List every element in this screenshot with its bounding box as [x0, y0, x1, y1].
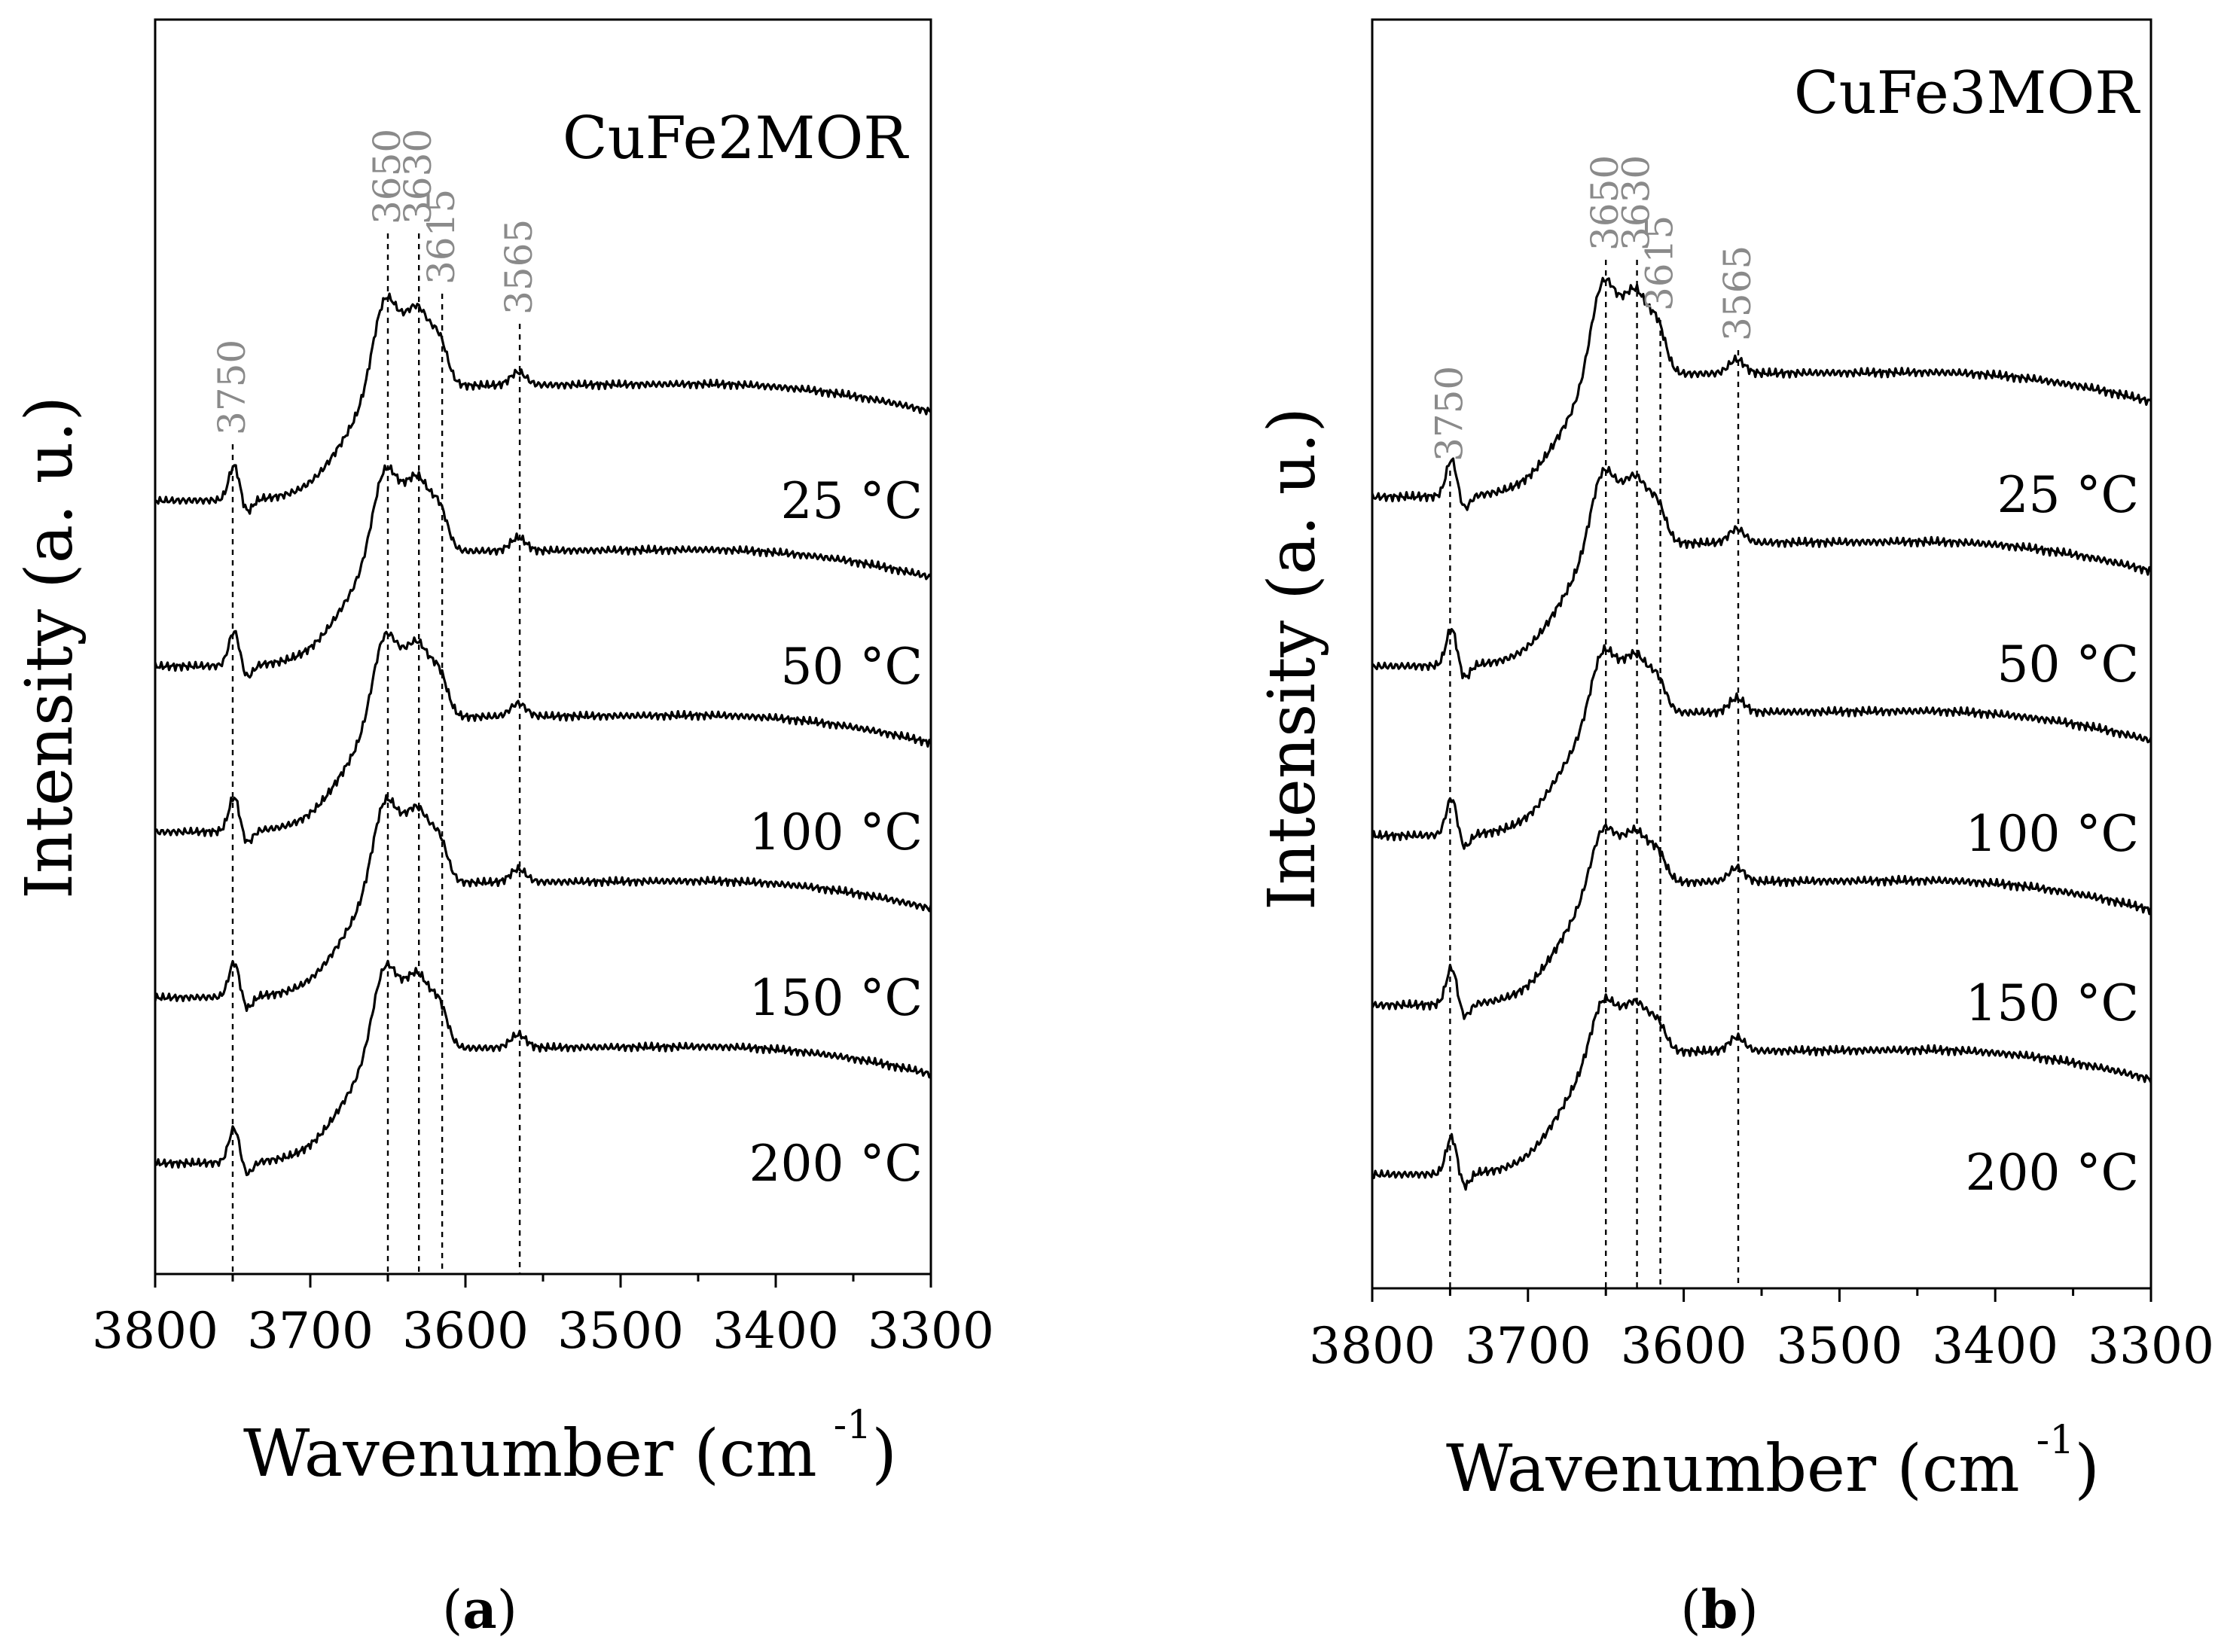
panel-b-series-labels: 25 °C 50 °C 100 °C 150 °C 200 °C	[1966, 466, 2139, 1202]
x-tick-label: 3500	[1776, 1317, 1902, 1375]
panel-a-x-ticks	[154, 1274, 932, 1288]
series-label: 200 °C	[1966, 1144, 2139, 1202]
spectrum-line	[154, 630, 932, 844]
series-label: 25 °C	[1997, 466, 2139, 524]
series-label: 50 °C	[1997, 636, 2139, 693]
panel-b-x-ticks	[1371, 1288, 2152, 1302]
panel-b-title: CuFe3MOR	[1794, 59, 2140, 127]
x-tick-label: 3400	[1932, 1317, 2058, 1375]
spectrum-line	[1371, 993, 2152, 1191]
peak-label: 3750	[210, 340, 254, 435]
x-tick-label: 3300	[868, 1302, 994, 1360]
x-tick-label: 3500	[557, 1302, 684, 1360]
x-tick-label: 3600	[1621, 1317, 1747, 1375]
panel-a-x-axis-title-exponent: -1	[834, 1403, 872, 1448]
spectrum-line	[154, 464, 932, 679]
panel-a-x-axis-title-main: Wavenumber (cm	[243, 1416, 817, 1492]
peak-label: 3565	[1716, 245, 1759, 341]
panel-a-x-axis-title: Wavenumber (cm -1)	[243, 1403, 897, 1492]
panel-b-x-tick-labels: 3800 3700 3600 3500 3400 3300	[1309, 1317, 2214, 1375]
spectrum-line	[1371, 465, 2152, 680]
panel-b-y-axis-title: Intensity (a. u.)	[1255, 407, 1330, 910]
series-label: 200 °C	[749, 1135, 923, 1193]
panel-a-peak-lines	[231, 233, 521, 1274]
peak-label: 3615	[1638, 215, 1682, 311]
spectrum-line	[1371, 276, 2152, 511]
panel-b-x-axis-title-close: )	[2074, 1431, 2100, 1507]
panel-a-label-letter: a	[462, 1578, 496, 1641]
series-label: 150 °C	[1966, 974, 2139, 1032]
peak-label: 3615	[419, 189, 463, 285]
spectrum-line	[1371, 644, 2152, 850]
panel-a-y-axis-title: Intensity (a. u.)	[12, 396, 87, 899]
series-label: 50 °C	[781, 638, 923, 696]
panel-b-spectra	[1371, 276, 2152, 1191]
panel-b: 3800 3700 3600 3500 3400 3300 3750 36503630361…	[1255, 18, 2214, 1641]
peak-label: 3650	[365, 129, 409, 224]
series-label: 25 °C	[781, 472, 923, 530]
panel-b-x-axis-title: Wavenumber (cm -1)	[1446, 1418, 2100, 1507]
panel-b-label-letter: b	[1701, 1578, 1738, 1641]
panel-a-label: (a)	[442, 1578, 517, 1641]
panel-b-x-axis-title-exponent: -1	[2036, 1418, 2075, 1463]
series-label: 150 °C	[749, 969, 923, 1027]
panel-a-series-labels: 25 °C 50 °C 100 °C 150 °C 200 °C	[749, 472, 923, 1193]
panel-a-x-tick-labels: 3800 3700 3600 3500 3400 3300	[92, 1302, 994, 1360]
panel-a-x-axis-title-close: )	[871, 1416, 897, 1492]
x-tick-label: 3800	[92, 1302, 218, 1360]
spectrum-line	[154, 794, 932, 1012]
panel-a-title: CuFe2MOR	[563, 105, 909, 172]
x-tick-label: 3800	[1309, 1317, 1435, 1375]
spectrum-line	[1371, 823, 2152, 1020]
spectrum-line	[155, 959, 932, 1177]
panel-a: 3800 3700 3600 3500 3400 3300 3750 36503630361…	[12, 18, 994, 1641]
peak-label: 3565	[497, 219, 541, 315]
peak-label: 3650	[1583, 155, 1627, 251]
series-label: 100 °C	[749, 803, 923, 861]
panel-b-peak-lines	[1449, 260, 1740, 1288]
peak-label: 3630	[396, 129, 440, 224]
series-label: 100 °C	[1966, 805, 2139, 863]
spectrum-line	[154, 292, 932, 515]
x-tick-label: 3600	[402, 1302, 529, 1360]
x-tick-label: 3700	[1465, 1317, 1591, 1375]
panel-b-label: (b)	[1680, 1578, 1759, 1641]
x-tick-label: 3400	[712, 1302, 839, 1360]
x-tick-label: 3300	[2088, 1317, 2214, 1375]
peak-label: 3750	[1427, 366, 1471, 462]
panel-b-x-axis-title-main: Wavenumber (cm	[1446, 1431, 2020, 1507]
peak-label: 3630	[1615, 155, 1658, 251]
x-tick-label: 3700	[247, 1302, 374, 1360]
panel-a-spectra	[154, 292, 932, 1177]
